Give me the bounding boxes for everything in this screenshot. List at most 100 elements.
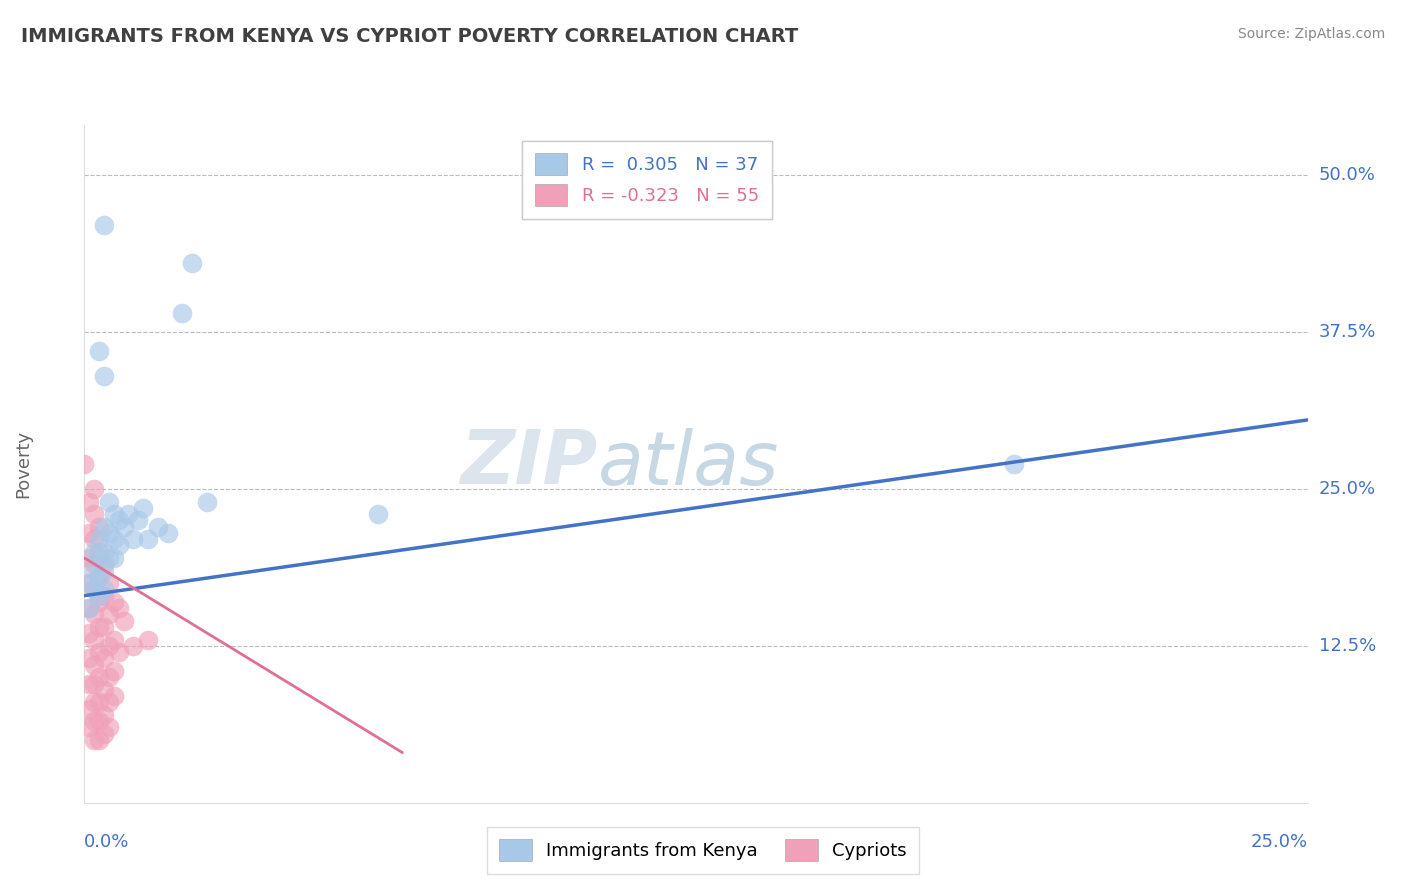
Point (107, 538, 129, 552)
Text: 25.0%: 25.0% (1250, 833, 1308, 851)
Text: 25.0%: 25.0% (1319, 480, 1376, 498)
Point (93, 651, 115, 665)
Point (156, 525, 179, 540)
Point (93, 727, 115, 741)
Point (77, 626, 100, 640)
Point (83, 507, 105, 521)
Point (97, 607, 120, 622)
Point (107, 513, 129, 527)
Point (87, 695, 110, 709)
Point (83, 482, 105, 496)
Point (93, 707, 115, 722)
Point (97, 551, 120, 566)
Point (97, 670, 120, 684)
Point (97, 721, 120, 735)
Point (103, 551, 125, 566)
Legend: Immigrants from Kenya, Cypriots: Immigrants from Kenya, Cypriots (486, 827, 920, 874)
Point (103, 532, 125, 546)
Point (77, 651, 100, 665)
Text: atlas: atlas (598, 428, 779, 500)
Point (87, 570, 110, 584)
Point (93, 368, 115, 383)
Point (112, 614, 135, 628)
Point (132, 500, 155, 515)
Point (93, 564, 115, 578)
Point (97, 525, 120, 540)
Point (87, 670, 110, 684)
Point (87, 645, 110, 659)
Point (117, 507, 139, 521)
Point (93, 589, 115, 603)
Point (93, 519, 115, 533)
Point (83, 695, 105, 709)
Point (87, 532, 110, 546)
Point (103, 632, 125, 647)
Point (195, 494, 218, 508)
Point (93, 582, 115, 597)
Point (97, 695, 120, 709)
Point (77, 494, 100, 508)
Point (87, 620, 110, 634)
Point (136, 532, 159, 546)
Point (122, 639, 145, 653)
Point (83, 564, 105, 578)
Point (83, 582, 105, 597)
Point (87, 570, 110, 584)
Point (87, 343, 110, 358)
Text: 37.5%: 37.5% (1319, 323, 1376, 341)
Point (107, 601, 129, 615)
Point (93, 545, 115, 559)
Point (122, 532, 145, 546)
Point (103, 507, 125, 521)
Point (107, 645, 129, 659)
Point (83, 607, 105, 622)
Point (97, 494, 120, 508)
Point (87, 589, 110, 603)
Point (77, 601, 100, 615)
Point (77, 576, 100, 591)
Text: ZIP: ZIP (461, 427, 598, 500)
Text: Poverty: Poverty (14, 430, 32, 498)
Point (93, 558, 115, 572)
Point (97, 639, 120, 653)
Point (77, 525, 100, 540)
Point (87, 519, 110, 533)
Point (83, 733, 105, 747)
Point (77, 551, 100, 566)
Point (172, 306, 194, 320)
Point (77, 701, 100, 715)
Text: 12.5%: 12.5% (1319, 637, 1376, 655)
Point (87, 545, 110, 559)
Point (93, 682, 115, 697)
Point (83, 558, 105, 572)
Point (87, 595, 110, 609)
Point (83, 545, 105, 559)
Point (127, 513, 149, 527)
Point (103, 689, 125, 703)
Point (1002, 457, 1025, 471)
Point (103, 664, 125, 678)
Point (112, 519, 135, 533)
Text: Source: ZipAtlas.com: Source: ZipAtlas.com (1237, 27, 1385, 41)
Point (87, 714, 110, 729)
Text: IMMIGRANTS FROM KENYA VS CYPRIOT POVERTY CORRELATION CHART: IMMIGRANTS FROM KENYA VS CYPRIOT POVERTY… (21, 27, 799, 45)
Point (367, 507, 389, 521)
Point (87, 551, 110, 566)
Point (77, 601, 100, 615)
Text: 0.0%: 0.0% (84, 833, 129, 851)
Point (83, 582, 105, 597)
Point (77, 676, 100, 690)
Point (146, 519, 169, 533)
Point (136, 632, 159, 647)
Point (83, 657, 105, 672)
Point (93, 620, 115, 634)
Point (103, 595, 125, 609)
Point (87, 733, 110, 747)
Text: 50.0%: 50.0% (1319, 166, 1375, 184)
Point (77, 721, 100, 735)
Point (97, 576, 120, 591)
Point (83, 676, 105, 690)
Point (83, 532, 105, 546)
Point (83, 632, 105, 647)
Point (77, 576, 100, 591)
